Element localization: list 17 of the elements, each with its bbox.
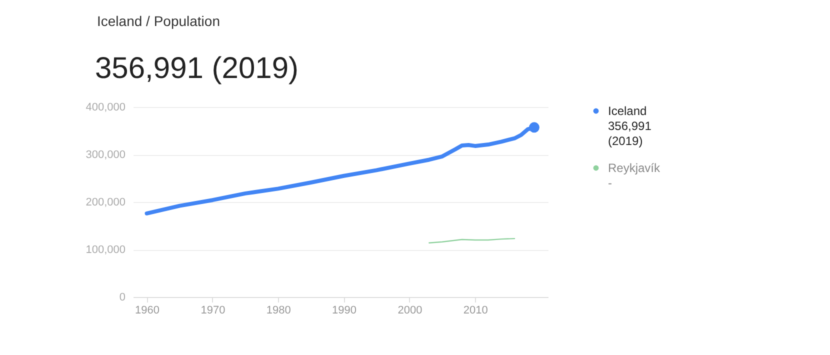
- text: -: [608, 176, 612, 190]
- text: 356,991 (2019): [608, 119, 652, 148]
- x-tick-label: 2010: [463, 304, 488, 316]
- text: Iceland / Population: [97, 13, 220, 29]
- legend-label: Reykjavík: [608, 161, 662, 175]
- y-tick-label: 300,000: [86, 149, 126, 161]
- x-tick-label: 2000: [398, 304, 422, 316]
- legend-label: Iceland: [608, 104, 647, 118]
- y-tick-label: 400,000: [86, 102, 126, 114]
- x-tick-label: 1970: [200, 304, 226, 316]
- x-tick-label: 1960: [135, 304, 160, 316]
- chart-title: 356,991 (2019): [95, 52, 298, 85]
- y-tick-label: 0: [119, 292, 126, 304]
- x-tick-label: 1990: [332, 304, 357, 316]
- x-tick-label: 1980: [266, 304, 291, 316]
- y-tick-label: 200,000: [86, 196, 126, 208]
- y-tick-label: 100,000: [86, 244, 126, 256]
